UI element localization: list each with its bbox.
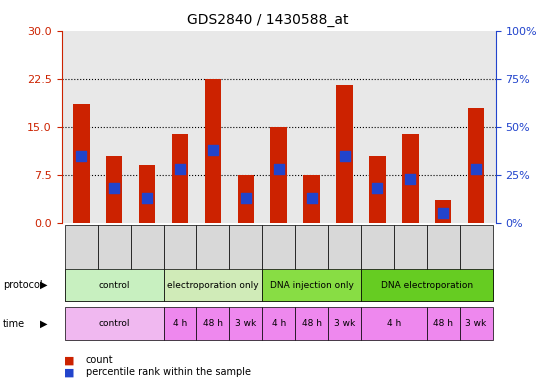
- Text: electroporation only: electroporation only: [167, 281, 259, 290]
- Text: ■: ■: [64, 355, 75, 365]
- Text: 4 h: 4 h: [272, 319, 286, 328]
- Point: [406, 175, 414, 182]
- Bar: [106, 156, 123, 223]
- Text: 4 h: 4 h: [173, 319, 187, 328]
- Bar: [468, 108, 485, 223]
- Bar: [172, 134, 188, 223]
- Bar: [73, 104, 90, 223]
- Text: DNA injection only: DNA injection only: [270, 281, 354, 290]
- Bar: [435, 200, 451, 223]
- Bar: [271, 127, 287, 223]
- Text: DNA electroporation: DNA electroporation: [381, 281, 473, 290]
- Text: 48 h: 48 h: [302, 319, 322, 328]
- Bar: [336, 85, 353, 223]
- Text: ▶: ▶: [40, 318, 48, 329]
- Point: [209, 147, 217, 153]
- Text: ▶: ▶: [40, 280, 48, 290]
- Bar: [303, 175, 320, 223]
- Text: control: control: [99, 281, 130, 290]
- Bar: [402, 134, 419, 223]
- Point: [274, 166, 283, 172]
- Text: GDS2840 / 1430588_at: GDS2840 / 1430588_at: [187, 13, 349, 27]
- Text: 3 wk: 3 wk: [235, 319, 256, 328]
- Point: [307, 195, 316, 201]
- Point: [472, 166, 480, 172]
- Bar: [139, 165, 155, 223]
- Point: [110, 185, 118, 191]
- Bar: [369, 156, 385, 223]
- Text: 3 wk: 3 wk: [465, 319, 487, 328]
- Text: 48 h: 48 h: [433, 319, 453, 328]
- Bar: [205, 79, 221, 223]
- Point: [143, 195, 152, 201]
- Text: 48 h: 48 h: [203, 319, 223, 328]
- Text: 3 wk: 3 wk: [334, 319, 355, 328]
- Text: percentile rank within the sample: percentile rank within the sample: [86, 367, 251, 377]
- Text: count: count: [86, 355, 114, 365]
- Point: [373, 185, 382, 191]
- Point: [242, 195, 250, 201]
- Text: control: control: [99, 319, 130, 328]
- Text: ■: ■: [64, 367, 75, 377]
- Text: protocol: protocol: [3, 280, 42, 290]
- Point: [77, 152, 86, 159]
- Point: [340, 152, 349, 159]
- Text: time: time: [3, 318, 25, 329]
- Point: [439, 210, 448, 216]
- Point: [176, 166, 184, 172]
- Text: 4 h: 4 h: [386, 319, 401, 328]
- Bar: [237, 175, 254, 223]
